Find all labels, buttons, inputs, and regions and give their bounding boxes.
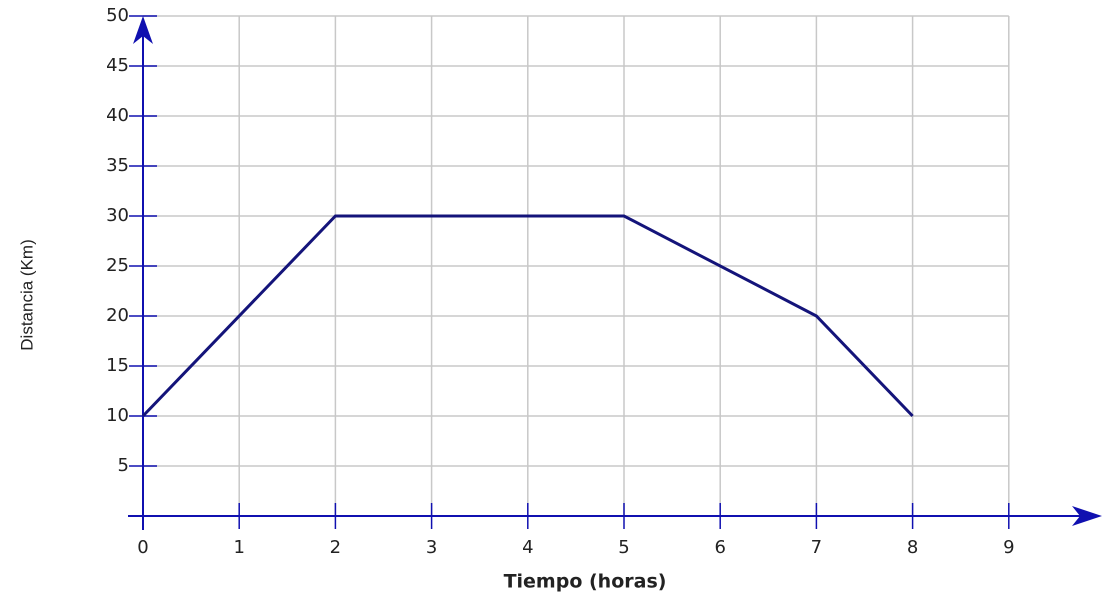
- x-tick-label: 7: [811, 537, 822, 558]
- y-tick-label: 5: [118, 455, 129, 476]
- axes: [128, 16, 1102, 530]
- x-tick-label: 4: [522, 537, 533, 558]
- y-tick-label: 40: [106, 105, 129, 126]
- y-tick-label: 45: [106, 55, 129, 76]
- x-tick-label: 1: [233, 537, 244, 558]
- data-line: [141, 214, 914, 418]
- x-tick-label: 5: [618, 537, 629, 558]
- y-tick-label: 35: [106, 155, 129, 176]
- x-tick-label: 2: [330, 537, 341, 558]
- x-tick-label: 8: [907, 537, 918, 558]
- y-axis-arrow: [133, 16, 153, 44]
- x-tick-label: 0: [137, 537, 148, 558]
- y-tick-label: 25: [106, 255, 129, 276]
- x-tick-label: 6: [714, 537, 725, 558]
- y-tick-label: 30: [106, 205, 129, 226]
- y-tick-label: 50: [106, 5, 129, 26]
- x-tick-label: 9: [1003, 537, 1014, 558]
- y-tick-label: 10: [106, 405, 129, 426]
- grid: [143, 15, 1010, 516]
- x-axis-title: Tiempo (horas): [504, 571, 667, 593]
- x-tick-label: 3: [426, 537, 437, 558]
- y-tick-label: 15: [106, 355, 129, 376]
- y-axis-title: Distancia (Km): [17, 239, 36, 350]
- x-axis-arrow: [1072, 506, 1102, 526]
- y-tick-label: 20: [106, 305, 129, 326]
